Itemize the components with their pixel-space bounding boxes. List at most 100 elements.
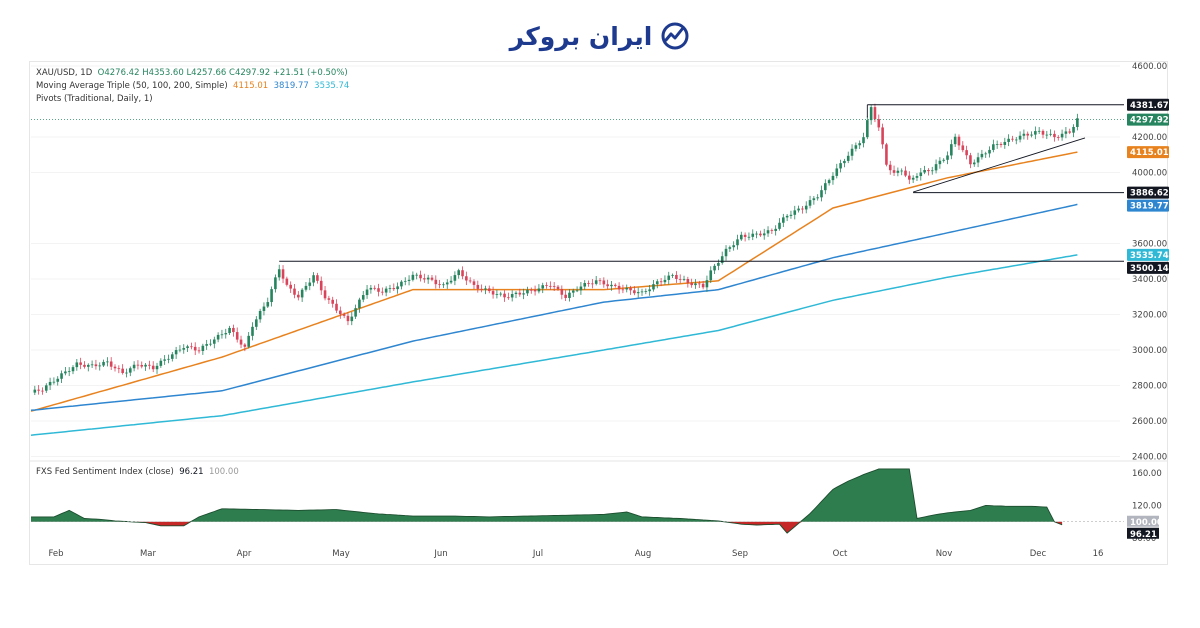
price-tag-label: 3500.14 <box>1130 264 1169 274</box>
price-tag-label: 3535.74 <box>1130 251 1169 261</box>
price-tag-bg <box>1127 199 1169 212</box>
candle-body <box>285 278 289 285</box>
candle-body <box>678 278 682 280</box>
candle-body <box>369 287 373 290</box>
candle-body <box>812 198 816 201</box>
candle-body <box>407 279 411 281</box>
price-tag-bg <box>1127 146 1169 159</box>
candle-body <box>938 160 942 165</box>
candle-body <box>465 276 468 281</box>
candle-body <box>751 233 755 237</box>
candle-body <box>327 298 331 300</box>
indicator-tag-bg <box>1127 527 1159 539</box>
candle-body <box>675 274 678 279</box>
candle-body <box>854 145 858 149</box>
candle-body <box>911 177 915 180</box>
candle-body <box>205 344 208 346</box>
trendline-lower <box>913 137 1086 193</box>
candle-body <box>824 183 827 191</box>
candle-body <box>339 310 342 315</box>
x-tick-label: 16 <box>1093 549 1104 559</box>
candle-body <box>503 293 506 298</box>
x-tick-label: Apr <box>237 549 252 559</box>
chart-panel <box>29 61 1168 565</box>
candle-body <box>896 170 900 173</box>
candle-body <box>476 284 480 289</box>
candle-body <box>293 288 296 295</box>
candle-body <box>1064 131 1068 134</box>
candle-body <box>625 287 629 290</box>
candle-body <box>1014 139 1018 141</box>
candle-body <box>866 120 869 138</box>
candle-body <box>144 364 147 367</box>
candle-body <box>995 144 999 145</box>
candle-body <box>663 279 667 283</box>
candle-body <box>575 290 579 292</box>
candle-body <box>583 283 587 287</box>
candle-body <box>228 327 231 334</box>
candle-body <box>472 281 476 285</box>
candle-body <box>774 228 777 231</box>
candle-body <box>659 281 663 283</box>
candle-body <box>354 308 357 317</box>
candle-body <box>1018 135 1022 140</box>
candle-body <box>858 143 861 146</box>
candle-body <box>86 364 90 367</box>
price-tag: 4297.92 <box>1127 113 1169 126</box>
candle-body <box>128 368 132 373</box>
sentiment-line <box>31 468 1063 534</box>
candle-body <box>900 170 903 172</box>
indicator-tag-label: 100.00 <box>1130 518 1163 528</box>
candle-body <box>239 339 243 345</box>
candle-body <box>835 168 839 176</box>
sentiment-area-positive <box>31 468 1063 522</box>
candle-body <box>323 290 327 299</box>
candle-body <box>33 389 37 393</box>
y-tick-label: 2600.00 <box>1132 417 1167 427</box>
chart-check-logo-icon <box>661 22 689 50</box>
candle-body <box>365 289 369 296</box>
candle-body <box>526 289 529 294</box>
candle-body <box>98 365 102 367</box>
candle-body <box>381 291 384 293</box>
candle-body <box>965 150 968 156</box>
candle-body <box>423 278 426 280</box>
candle-body <box>331 299 334 304</box>
candle-body <box>885 144 888 165</box>
moving-average-line <box>30 151 1078 412</box>
candle-body <box>705 280 709 288</box>
candle-body <box>243 344 247 347</box>
candle-body <box>56 378 60 382</box>
candle-body <box>182 348 186 350</box>
price-tag: 4115.01 <box>1127 146 1169 159</box>
candle-body <box>728 247 732 249</box>
ma200-value: 3535.74 <box>314 81 350 91</box>
candle-body <box>1022 133 1026 136</box>
candle-body <box>564 294 567 298</box>
candle-body <box>220 334 224 336</box>
price-tag-bg <box>1127 248 1169 261</box>
candle-body <box>850 148 854 156</box>
x-tick-label: Mar <box>140 549 157 559</box>
candle-body <box>499 293 503 295</box>
candle-body <box>495 293 499 295</box>
candle-body <box>682 279 686 280</box>
candle-body <box>449 280 453 283</box>
candle-body <box>247 335 250 347</box>
candle-body <box>461 270 464 277</box>
candle-body <box>468 280 472 282</box>
candle-body <box>655 281 659 285</box>
price-tag: 3500.14 <box>1127 261 1169 274</box>
candle-body <box>1056 137 1060 138</box>
candle-body <box>335 303 338 311</box>
candle-body <box>358 299 361 309</box>
candle-body <box>541 285 545 289</box>
candle-body <box>151 365 155 370</box>
candle-body <box>434 279 438 285</box>
symbol-label: XAU/USD, 1D <box>36 68 93 78</box>
candle-body <box>71 367 75 372</box>
candle-body <box>41 390 44 392</box>
ohlc-values: O4276.42 H4353.60 L4257.66 C4297.92 +21.… <box>97 68 348 78</box>
candle-body <box>766 230 770 234</box>
candle-body <box>67 371 71 373</box>
